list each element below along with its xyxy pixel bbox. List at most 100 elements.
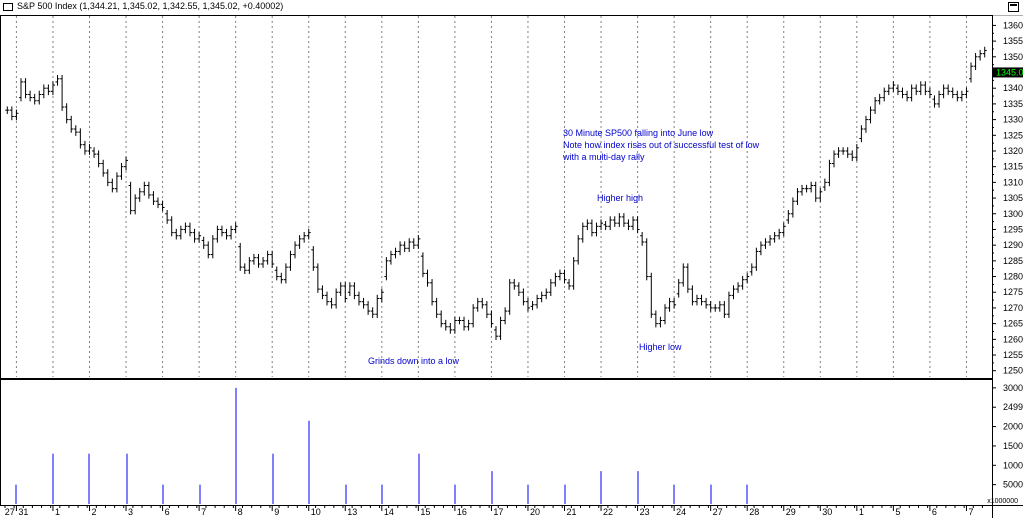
ohlc-bar [356, 291, 361, 306]
ohlc-bar [672, 297, 677, 309]
ohlc-bar [626, 219, 631, 231]
ohlc-bar [749, 263, 754, 276]
ohlc-bar [288, 250, 293, 271]
ohlc-bar [726, 291, 731, 318]
ohlc-bar [475, 297, 480, 312]
ohlc-bar [978, 49, 983, 61]
ohlc-bar [667, 297, 672, 312]
date-tick-label: 3 [128, 507, 133, 517]
ohlc-bar [297, 235, 302, 249]
annotation-note-line1: 30 Minute SP500 falling into June low [563, 128, 714, 138]
price-y-tick-label: 1260 [1003, 334, 1023, 344]
ohlc-bar [137, 188, 142, 202]
date-tick-label: 7 [201, 507, 206, 517]
ohlc-bar [183, 222, 188, 234]
ohlc-bar [320, 285, 325, 300]
ohlc-bar [950, 87, 955, 99]
ohlc-bar [420, 252, 425, 278]
ohlc-bar [201, 236, 206, 249]
ohlc-bar [845, 147, 850, 158]
ohlc-bar [379, 288, 384, 303]
ohlc-bar [525, 297, 530, 312]
ohlc-bar [635, 216, 640, 234]
price-y-tick-label: 1330 [1003, 115, 1023, 125]
ohlc-bar [731, 285, 736, 300]
ohlc-bar [443, 319, 448, 331]
ohlc-bar [932, 95, 937, 108]
ohlc-bar [37, 90, 42, 105]
ohlc-bar [160, 200, 165, 212]
ohlc-bar [512, 279, 517, 290]
chart-window-icon [3, 3, 13, 11]
ohlc-bar [685, 263, 690, 293]
ohlc-bar [567, 279, 572, 290]
price-y-tick-label: 1295 [1003, 224, 1023, 234]
date-tick-label: 31 [18, 507, 28, 517]
ohlc-bar [343, 282, 348, 303]
ohlc-bar [146, 181, 151, 199]
price-y-tick-label: 1275 [1003, 287, 1023, 297]
ohlc-bar [562, 269, 567, 284]
date-tick-label: 30 [822, 507, 832, 517]
ohlc-bar [142, 181, 147, 196]
ohlc-bar [210, 235, 215, 259]
ohlc-bar [777, 228, 782, 240]
ohlc-bar [370, 307, 375, 318]
minimize-button[interactable] [1008, 2, 1019, 12]
ohlc-bar [480, 297, 485, 309]
ohlc-bar [859, 125, 864, 143]
ohlc-bar [265, 250, 270, 265]
ohlc-bar [850, 150, 855, 162]
ohlc-bar [224, 228, 229, 240]
ohlc-bar [242, 263, 247, 275]
ohlc-bar [82, 140, 87, 155]
annotation-higher-low: Higher low [639, 342, 682, 352]
ohlc-bar [681, 263, 686, 287]
ohlc-bar [311, 246, 316, 271]
ohlc-bar [900, 87, 905, 99]
volume-y-tick-label: 20000 [1003, 422, 1023, 432]
ohlc-bar [101, 159, 106, 177]
price-y-tick-label: 1305 [1003, 193, 1023, 203]
ohlc-bar [60, 75, 65, 111]
ohlc-bar [315, 263, 320, 293]
volume-y-tick-label: 30000 [1003, 383, 1023, 393]
ohlc-bar [87, 144, 92, 155]
ohlc-bar [608, 216, 613, 231]
ohlc-bar [206, 241, 211, 259]
ohlc-bar [251, 253, 256, 265]
ohlc-bar [946, 84, 951, 96]
date-tick-label: 27 [5, 507, 15, 517]
ohlc-bar [831, 150, 836, 168]
ohlc-bar [434, 297, 439, 318]
ohlc-bar [494, 326, 498, 340]
ohlc-bar [73, 125, 78, 136]
ohlc-bar [905, 90, 910, 102]
ohlc-bar [416, 235, 421, 249]
price-y-tick-label: 1350 [1003, 52, 1023, 62]
ohlc-bar [745, 272, 750, 284]
ohlc-bar [589, 219, 594, 237]
ohlc-bar [128, 181, 133, 215]
date-tick-label: 6 [932, 507, 937, 517]
ohlc-bar [229, 225, 234, 240]
ohlc-bar [818, 188, 823, 202]
price-y-axis: 1360135513501345134013351330132513201315… [992, 20, 1023, 376]
ohlc-bar [772, 231, 777, 243]
price-y-tick-label: 1340 [1003, 83, 1023, 93]
ohlc-bar [909, 84, 914, 102]
ohlc-bar [539, 291, 544, 303]
last-price-badge [993, 67, 1023, 78]
date-tick-label: 27 [713, 507, 723, 517]
date-tick-label: 23 [640, 507, 650, 517]
ohlc-bar [41, 84, 46, 99]
ohlc-bar [302, 231, 307, 243]
ohlc-bar [809, 181, 814, 193]
ohlc-bar [795, 188, 800, 205]
price-y-tick-label: 1285 [1003, 256, 1023, 266]
price-y-tick-label: 1335 [1003, 99, 1023, 109]
annotation-grinds-down: Grinds down into a low [368, 356, 460, 366]
annotation-note-line2: Note how index rises out of successful t… [563, 140, 760, 150]
ohlc-bar [790, 197, 795, 218]
